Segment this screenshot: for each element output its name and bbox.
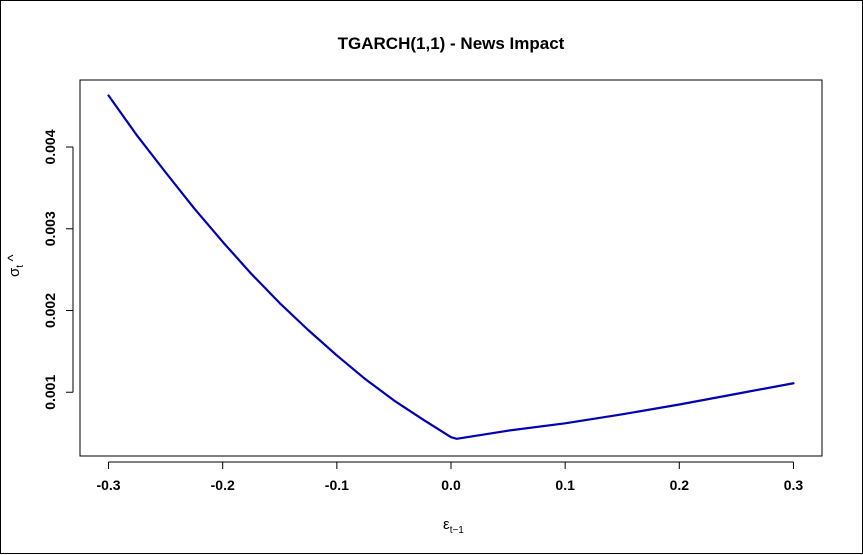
chart-title: TGARCH(1,1) - News Impact bbox=[338, 34, 565, 53]
svg-text:σt: σt bbox=[6, 265, 26, 277]
x-tick-label: 0.2 bbox=[670, 477, 690, 493]
y-axis-label: ^ σt bbox=[5, 254, 26, 277]
y-axis-label-hat: ^ bbox=[5, 254, 22, 261]
plot-box bbox=[79, 79, 823, 457]
x-axis-label: εt−1 bbox=[443, 516, 464, 536]
y-tick-label: 0.004 bbox=[42, 129, 58, 164]
x-tick-label: -0.2 bbox=[211, 477, 235, 493]
x-tick-label: 0.0 bbox=[441, 477, 461, 493]
y-tick-label: 0.003 bbox=[42, 211, 58, 246]
x-tick-label: -0.3 bbox=[96, 477, 120, 493]
x-axis-label-main: ε bbox=[443, 516, 450, 533]
x-tick-label: 0.3 bbox=[784, 477, 804, 493]
x-axis: -0.3 -0.2 -0.1 0.0 0.1 0.2 0.3 bbox=[96, 461, 804, 493]
x-tick-label: -0.1 bbox=[325, 477, 349, 493]
y-tick-label: 0.002 bbox=[42, 293, 58, 328]
news-impact-curve bbox=[107, 94, 795, 440]
y-axis: 0.001 0.002 0.003 0.004 bbox=[42, 129, 74, 410]
x-axis-label-sub: t−1 bbox=[450, 525, 465, 536]
y-tick-label: 0.001 bbox=[42, 375, 58, 410]
y-axis-label-main: σ bbox=[6, 267, 23, 277]
x-tick-label: 0.1 bbox=[555, 477, 575, 493]
y-axis-label-sub: t bbox=[15, 265, 26, 268]
